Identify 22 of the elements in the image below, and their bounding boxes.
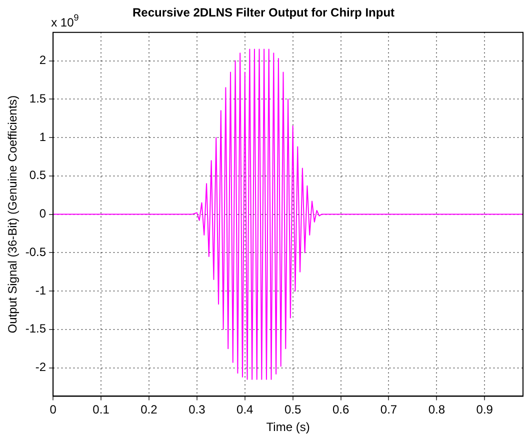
y-tick-label: 1: [39, 130, 46, 144]
y-tick-label: -2: [35, 360, 46, 374]
y-tick-label: 2: [39, 53, 46, 68]
x-tick-label: 0.8: [428, 402, 446, 417]
x-tick-label: 0.9: [476, 402, 494, 417]
x-tick-label: 0.3: [188, 402, 206, 417]
y-tick-label: 0: [39, 206, 46, 221]
chart-title: Recursive 2DLNS Filter Output for Chirp Input: [132, 6, 395, 20]
x-tick-label: 0.7: [380, 402, 398, 417]
x-tick-label: 0.5: [284, 402, 302, 417]
y-axis-title: Output Signal (36-Bit) (Genuine Coefficients): [6, 95, 20, 334]
y-tick-label: -1.5: [25, 322, 46, 336]
x-tick-label: 0.4: [236, 402, 254, 417]
y-tick-label: 1.5: [29, 91, 46, 106]
x-tick-label: 0: [50, 402, 57, 417]
x-tick-label: 0.6: [332, 402, 350, 417]
y-tick-label: -0.5: [25, 244, 46, 259]
x-tick-label: 0.1: [92, 402, 110, 417]
x-tick-label: 0.2: [140, 402, 158, 417]
y-tick-label: 0.5: [29, 168, 46, 182]
y-tick-label: -1: [35, 283, 46, 298]
x-axis-title: Time (s): [266, 420, 310, 434]
